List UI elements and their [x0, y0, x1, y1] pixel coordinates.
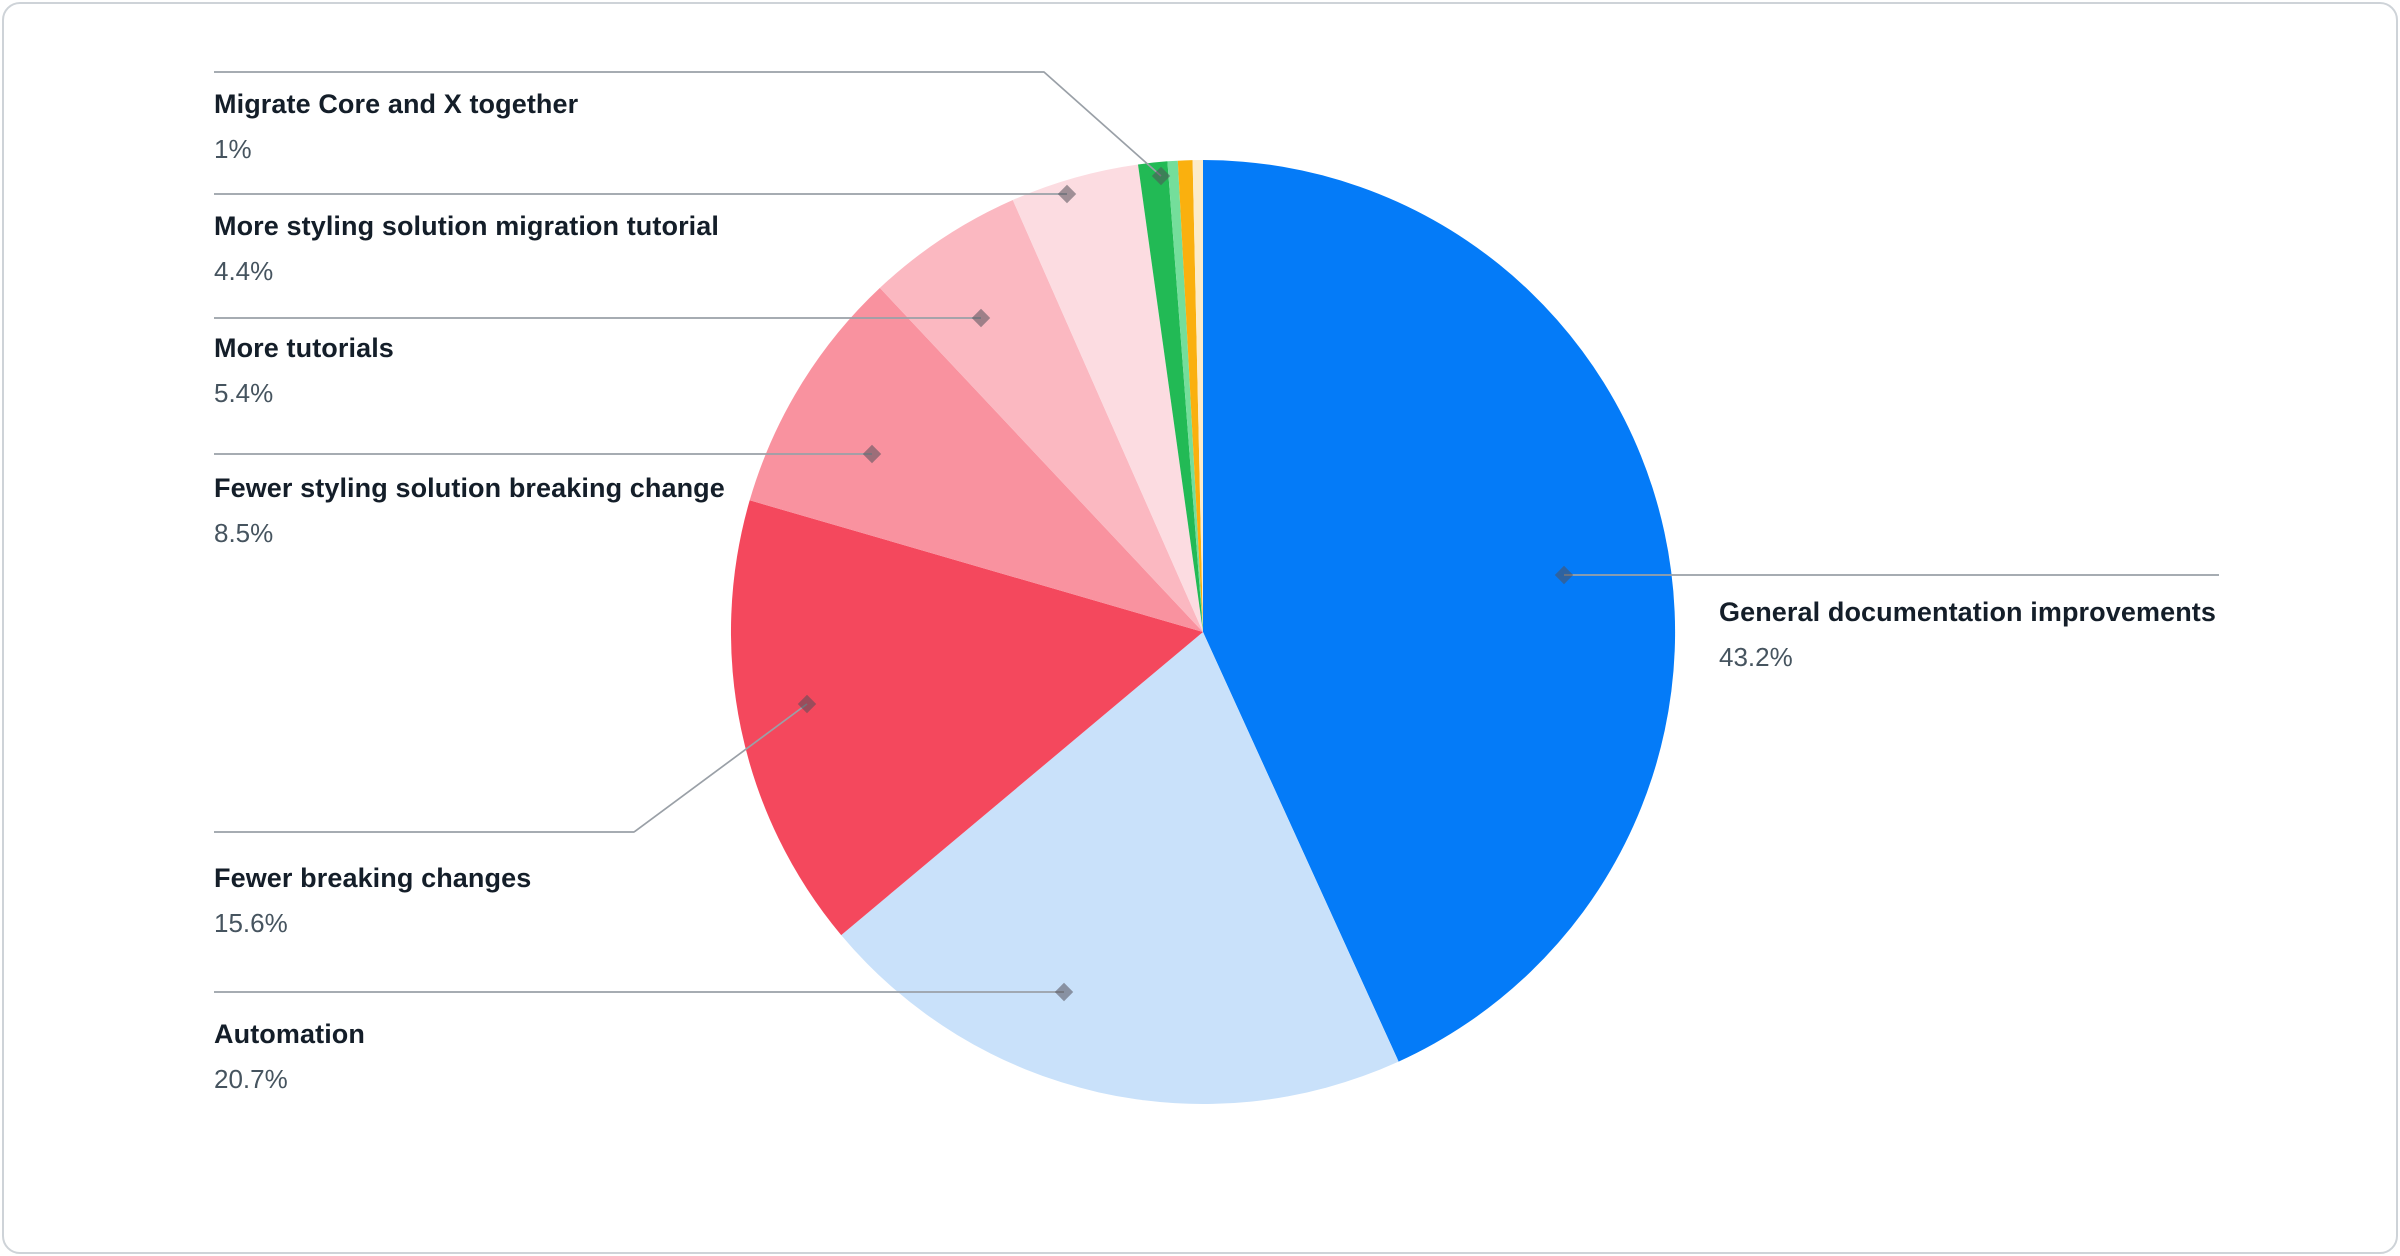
leader-marker-more-styling-solution-migration-tutorial [1057, 184, 1077, 204]
pie-slice-unlabeled-8[interactable] [1177, 160, 1203, 632]
pie-slice-more-styling-solution-migration-tutorial[interactable] [1012, 164, 1203, 633]
leader-marker-automation [1054, 982, 1074, 1002]
leader-marker-more-tutorials [971, 308, 991, 328]
pie-slice-fewer-breaking-changes[interactable] [730, 500, 1203, 936]
pie-slice-general-documentation-improvements[interactable] [1203, 160, 1676, 1062]
leader-line-fewer-breaking-changes [214, 703, 808, 833]
leader-line-migrate-core-and-x-together [214, 71, 1162, 177]
pie-slice-fewer-styling-solution-breaking-change[interactable] [749, 287, 1203, 632]
pie-slice-migrate-core-and-x-together[interactable] [1138, 161, 1203, 633]
leader-marker-migrate-core-and-x-together [1151, 166, 1171, 186]
leader-marker-general-documentation-improvements [1554, 565, 1574, 585]
pie-slice-more-tutorials[interactable] [879, 200, 1203, 632]
pie-chart [214, 71, 2219, 1105]
pie-slice-unlabeled-9[interactable] [1192, 159, 1203, 632]
leader-marker-fewer-breaking-changes [797, 694, 817, 714]
pie-slice-unlabeled-7[interactable] [1167, 160, 1203, 632]
leader-marker-fewer-styling-solution-breaking-change [862, 444, 882, 464]
pie-slice-automation[interactable] [841, 632, 1399, 1105]
